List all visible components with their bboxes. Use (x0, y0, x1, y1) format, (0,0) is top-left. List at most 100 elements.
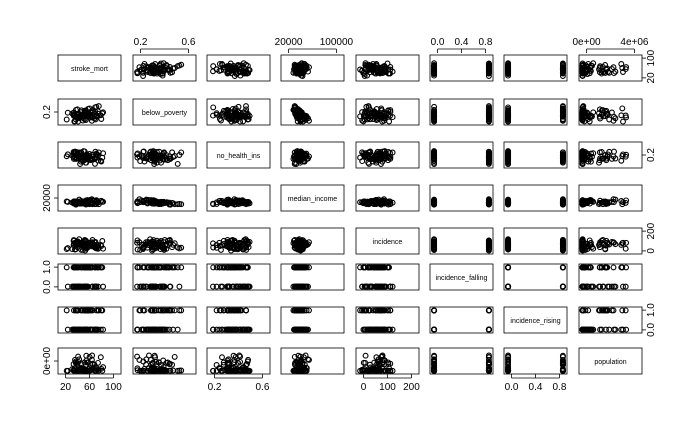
point (220, 113, 227, 120)
point (599, 264, 605, 271)
point (244, 112, 251, 119)
point (582, 264, 588, 271)
point (359, 67, 366, 74)
point (64, 283, 71, 290)
point (485, 367, 492, 374)
point (296, 264, 302, 271)
point (219, 354, 225, 361)
panel-median_income-median_income (280, 184, 345, 212)
point (366, 361, 373, 368)
point (505, 149, 512, 155)
point (134, 70, 141, 77)
panel-population-below_poverty (132, 347, 197, 375)
point (231, 264, 238, 271)
point (100, 326, 107, 333)
panel-incidence_rising-stroke_mort (57, 306, 122, 334)
diagonal-label-population: population (594, 359, 626, 366)
points-stroke_mort-vs-below_poverty (134, 60, 185, 79)
point (296, 110, 302, 117)
point (95, 367, 102, 374)
panel-incidence-incidence_falling (429, 227, 494, 255)
point (306, 239, 312, 246)
panel-below_poverty-incidence_rising (503, 98, 568, 126)
tick-label-left-below_poverty: 0.2 (42, 105, 53, 119)
point (369, 326, 375, 333)
point (78, 361, 85, 367)
point (169, 307, 176, 314)
point (379, 148, 386, 155)
panel-population-incidence_falling (429, 347, 494, 375)
point (171, 65, 178, 71)
panel-no_health_ins-incidence_falling (429, 141, 494, 169)
point (81, 307, 88, 314)
point (141, 365, 148, 372)
point (374, 367, 381, 374)
point (505, 68, 512, 75)
points-incidence_rising-vs-stroke_mort (63, 307, 107, 333)
diagonal-label-no_health_ins: no_health_ins (217, 153, 261, 160)
point (291, 307, 298, 314)
points-incidence_rising-vs-below_poverty (134, 307, 185, 333)
point (366, 149, 373, 156)
point (237, 326, 244, 333)
point (579, 283, 586, 290)
points-incidence-vs-median_income (290, 236, 312, 254)
points-stroke_mort-vs-incidence_rising (505, 60, 566, 79)
point (362, 60, 369, 67)
tick-label-bottom-stroke_mort: 100 (105, 382, 122, 393)
point (431, 237, 438, 243)
point (603, 326, 609, 333)
point (87, 157, 94, 164)
point (244, 240, 251, 247)
point (95, 149, 102, 156)
point (237, 241, 244, 248)
point (610, 196, 617, 203)
tick-label-left-incidence_falling: 1.0 (42, 260, 53, 274)
point (579, 155, 586, 162)
tick-label-top-median_income: 100000 (320, 37, 354, 48)
point (97, 354, 104, 361)
point (88, 196, 95, 203)
point (559, 237, 566, 243)
point (63, 307, 70, 314)
point (91, 283, 98, 290)
point (153, 159, 160, 166)
panel-population-population (578, 347, 643, 375)
points-population-vs-stroke_mort (63, 352, 107, 374)
point (431, 356, 438, 363)
point (366, 200, 373, 207)
point (378, 105, 385, 112)
point (597, 326, 604, 333)
point (174, 244, 181, 251)
point (216, 264, 223, 271)
point (602, 246, 609, 253)
point (153, 326, 160, 333)
panel-below_poverty-no_health_ins (206, 98, 271, 126)
panel-incidence_falling-stroke_mort (57, 263, 122, 291)
point (241, 112, 248, 119)
point (244, 199, 251, 205)
point (611, 70, 617, 77)
point (587, 64, 594, 71)
points-stroke_mort-vs-no_health_ins (210, 60, 253, 79)
point (619, 201, 626, 208)
point (178, 61, 185, 68)
point (365, 367, 372, 374)
points-below_poverty-vs-population (579, 103, 630, 125)
point (213, 199, 220, 206)
point (603, 65, 609, 72)
point (603, 242, 609, 249)
point (306, 64, 312, 71)
point (237, 307, 244, 314)
point (178, 367, 185, 374)
point (381, 283, 388, 290)
point (485, 359, 492, 366)
points-below_poverty-vs-incidence_falling (431, 103, 492, 125)
tick-label-top-below_poverty: 0.2 (134, 37, 148, 48)
point (148, 199, 154, 206)
tick-label-bottom-incidence_rising: 0.0 (505, 382, 519, 393)
panel-population-no_health_ins (206, 347, 271, 375)
point (216, 326, 223, 333)
point (596, 64, 603, 71)
point (559, 103, 566, 110)
